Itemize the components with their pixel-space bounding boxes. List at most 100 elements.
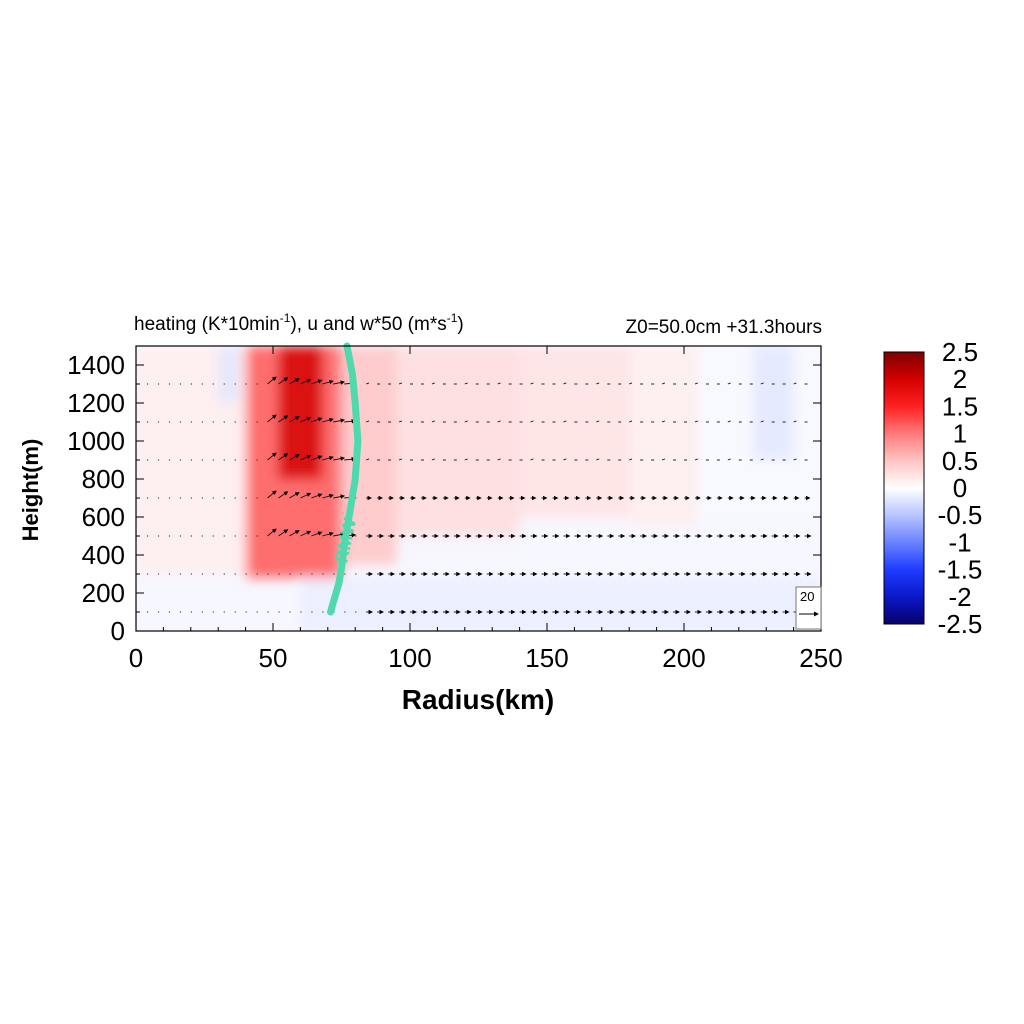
wind-vector <box>311 455 323 461</box>
wind-vector <box>760 382 764 385</box>
reference-vector-key: 20 <box>795 586 822 630</box>
wind-vector <box>289 530 300 537</box>
colorbar-label: 2.5 <box>942 337 978 367</box>
y-tick-label: 1200 <box>67 388 125 418</box>
colorbar-gradient <box>883 351 925 625</box>
wind-vector <box>497 458 501 461</box>
wind-vector <box>431 420 435 423</box>
wind-vector <box>278 491 289 499</box>
wind-vector <box>398 420 403 423</box>
y-axis-title: Height(m) <box>18 439 43 542</box>
wind-vector <box>563 458 567 461</box>
heating-region <box>629 346 698 527</box>
wind-vector <box>629 420 633 423</box>
heating-region <box>396 346 520 536</box>
wind-vector <box>366 382 370 385</box>
x-tick-label: 200 <box>662 643 705 673</box>
wind-vector <box>322 493 334 499</box>
wind-vector <box>300 378 312 385</box>
colorbar-label: -2.5 <box>938 609 983 639</box>
colorbar-label: 1.5 <box>942 391 978 421</box>
wind-vector <box>278 529 289 537</box>
wind-vector <box>727 382 731 385</box>
wind-vector <box>267 452 277 461</box>
y-tick-label: 600 <box>82 502 125 532</box>
wind-vector <box>398 458 403 461</box>
heating-region <box>300 577 821 631</box>
wind-vector <box>596 420 600 423</box>
wind-vector <box>311 493 323 499</box>
wind-vector <box>267 376 277 385</box>
wind-vector <box>563 382 567 385</box>
wind-vector <box>661 382 666 385</box>
wind-vector <box>530 458 534 461</box>
y-tick-label: 800 <box>82 464 125 494</box>
wind-vector <box>464 420 468 423</box>
wind-vector <box>300 416 312 423</box>
wind-vector <box>530 382 534 385</box>
wind-vector <box>333 494 345 499</box>
wind-vector-field <box>146 376 812 615</box>
wind-vector <box>793 420 797 423</box>
wind-vector <box>793 382 797 385</box>
wind-vector <box>267 528 277 537</box>
wind-vector <box>333 380 345 385</box>
chart-title: heating (K*10min-1), u and w*50 (m*s-1) <box>134 311 464 335</box>
wind-vector <box>694 382 698 385</box>
wind-vector <box>760 420 764 423</box>
reference-vector-label: 20 <box>800 589 814 604</box>
wind-vector <box>431 458 435 461</box>
colorbar-labels: 2.521.510.50-0.5-1-1.5-2-2.5 <box>938 337 983 639</box>
wind-vector <box>333 532 345 537</box>
wind-vector <box>322 417 334 423</box>
plot-area: RMW 0 50 100 150 200 250 0 200 400 600 800 1000 1200… <box>67 342 843 673</box>
x-tick-label: 50 <box>259 643 288 673</box>
wind-vector <box>661 420 666 423</box>
wind-vector <box>311 379 323 385</box>
wind-vector <box>629 382 633 385</box>
colorbar-label: -2 <box>948 582 971 612</box>
plot-frame <box>135 345 822 632</box>
colorbar-label: 0.5 <box>942 446 978 476</box>
wind-vector <box>464 458 468 461</box>
colorbar-label: 2 <box>953 364 967 394</box>
wind-vector <box>267 490 277 499</box>
wind-vector <box>464 382 468 385</box>
y-tick-label: 0 <box>111 616 125 646</box>
wind-vector <box>629 458 633 461</box>
y-tick-label: 1000 <box>67 426 125 456</box>
y-tick-label: 1400 <box>67 350 125 380</box>
rmw-line-group: RMW <box>327 342 362 616</box>
wind-vector <box>727 420 731 423</box>
wind-vector <box>333 456 345 461</box>
wind-vector <box>398 382 403 385</box>
wind-vector <box>300 492 312 499</box>
x-tick-label: 250 <box>799 643 842 673</box>
colorbar-label: 0 <box>953 473 967 503</box>
chart-subtitle: Z0=50.0cm +31.3hours <box>626 317 822 338</box>
colorbar-label: -1 <box>948 527 971 557</box>
colorbar-label: 1 <box>953 419 967 449</box>
wind-vector <box>497 420 501 423</box>
axis-ticks: 0 50 100 150 200 250 0 200 400 600 800 1000 1200 1400 <box>67 346 843 673</box>
wind-vector <box>278 377 289 385</box>
wind-vector <box>278 453 289 461</box>
x-tick-label: 100 <box>388 643 431 673</box>
wind-vector <box>322 379 334 385</box>
colorbar-label: -0.5 <box>938 500 983 530</box>
wind-vector <box>694 458 698 461</box>
wind-vector <box>793 458 797 461</box>
wind-vector <box>366 458 370 461</box>
wind-vector <box>289 492 300 499</box>
wind-vector <box>289 378 300 385</box>
wind-vector <box>322 455 334 461</box>
x-tick-label: 150 <box>525 643 568 673</box>
y-tick-label: 400 <box>82 540 125 570</box>
wind-vector <box>596 382 600 385</box>
x-tick-label: 0 <box>129 643 143 673</box>
x-axis-title: Radius(km) <box>402 684 554 715</box>
wind-vector <box>333 418 345 423</box>
wind-vector <box>563 420 567 423</box>
wind-vector <box>267 414 277 423</box>
